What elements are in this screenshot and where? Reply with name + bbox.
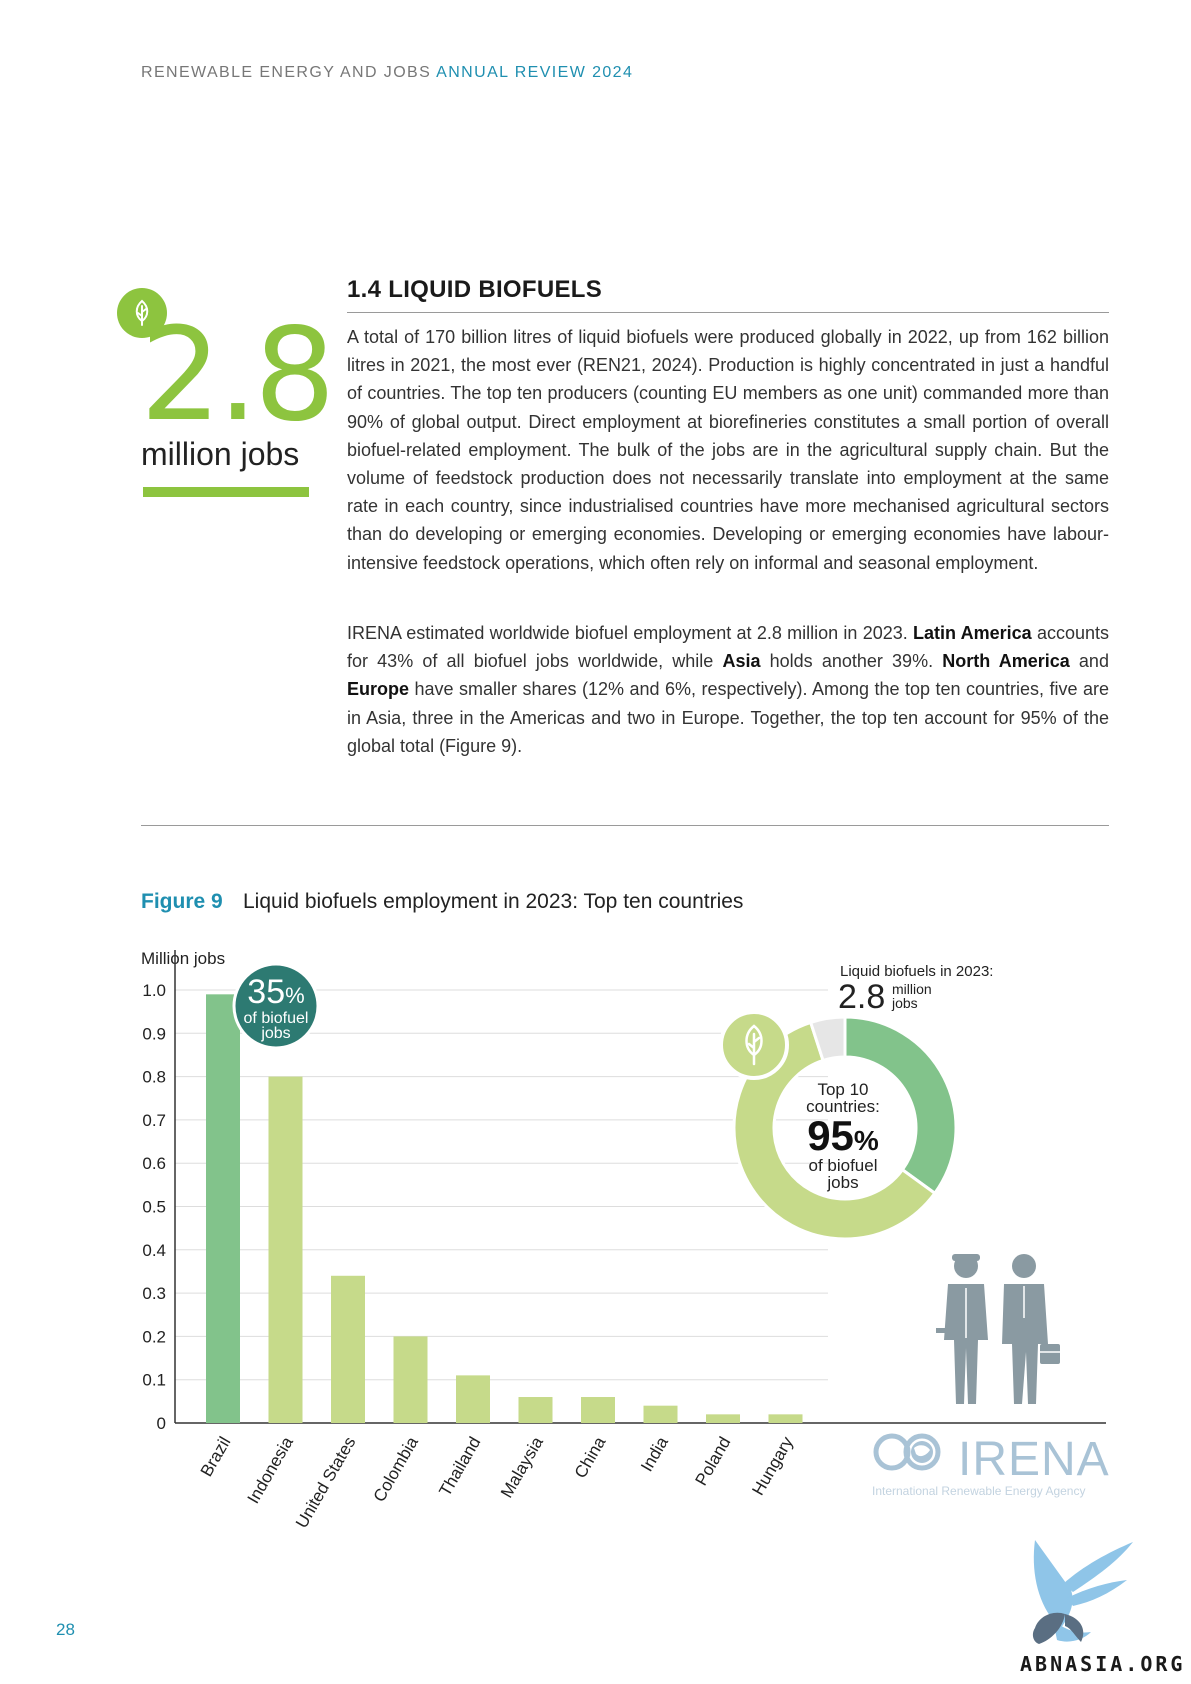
donut-slice-1 [732,1020,937,1241]
y-tick-label: 0.2 [142,1327,166,1346]
figure-title: Liquid biofuels employment in 2023: Top … [243,890,744,913]
x-tick-label: Indonesia [244,1433,298,1507]
donut-center-text: jobs [826,1173,858,1192]
bar-poland [706,1414,740,1423]
para2-text: accounts for 43% of all biofuel jobs wor… [347,623,1110,672]
para2-bold-europe: Europe [347,679,410,700]
running-title: RENEWABLE ENERGY AND JOBS [141,64,432,81]
para2-bold-latin-america: Latin America [913,623,1032,643]
y-tick-label: 0.7 [142,1111,166,1130]
bar-india [643,1405,678,1423]
y-tick-label: 0.3 [142,1284,166,1303]
para2-bold-asia: Asia [722,651,761,672]
bar-indonesia [268,1076,303,1423]
bar-united-states [331,1275,365,1423]
x-tick-label: United States [292,1434,359,1531]
bird-icon [1032,1540,1133,1644]
running-header: RENEWABLE ENERGY AND JOBS ANNUAL REVIEW … [141,64,633,82]
bar-hungary [768,1414,803,1423]
paragraph-1: A total of 170 billion litres of liquid … [347,327,1109,573]
x-tick-label: Hungary [748,1433,797,1499]
section-divider [347,312,1109,313]
bar-colombia [393,1336,428,1423]
running-title-accent: ANNUAL REVIEW 2024 [436,64,634,81]
bar-china [581,1397,615,1423]
y-tick-label: 0.8 [142,1068,166,1087]
share-annotation-text: jobs [260,1025,290,1042]
section-end-divider [141,825,1109,826]
section-title: 1.4 LIQUID BIOFUELS [347,276,603,303]
donut-center-text: of biofuel [809,1156,878,1175]
figure-label: Figure 9 [141,890,223,913]
irena-logo-tagline: International Renewable Energy Agency [872,1484,1086,1498]
donut-total-value: 2.8 [838,978,885,1016]
para2-text: holds another 39%. [760,651,943,672]
donut-center-value: 95% [807,1112,879,1159]
page-number: 28 [56,1620,75,1639]
donut-leaf-icon-vein [747,1032,761,1066]
x-tick-label: China [571,1433,610,1481]
share-annotation-bubble [232,962,320,1050]
y-tick-label: 0.6 [142,1154,166,1173]
share-annotation-value: 35% [247,973,304,1011]
x-tick-label: Thailand [435,1434,484,1500]
donut-center-text: countries: [806,1097,880,1116]
donut-total-caption: Liquid biofuels in 2023: [840,963,993,980]
y-tick-label: 0.5 [142,1198,166,1217]
para2-text: have smaller shares (12% and 6%, respect… [347,679,1109,756]
watermark-text: ABNASIA.ORG [1020,1652,1186,1676]
bar-malaysia [518,1397,553,1423]
leaf-icon [117,288,167,338]
bar-brazil [206,994,240,1423]
para2-text: and [1069,651,1109,672]
x-tick-label: Colombia [370,1433,423,1505]
y-tick-label: 0.9 [142,1024,166,1043]
y-tick-label: 1.0 [142,981,166,1000]
share-annotation-text: of biofuel [244,1010,309,1027]
x-tick-label: Poland [692,1434,735,1489]
donut-slice-0 [843,1015,958,1196]
x-tick-label: India [637,1433,672,1475]
x-tick-label: Brazil [197,1434,235,1480]
bar-thailand [456,1375,490,1423]
para2-text: IRENA estimated worldwide biofuel employ… [347,623,914,643]
highlight-number: 2.8 [140,301,336,450]
biofuel-employment-chart: Million jobs 0 0.1 0.2 0.3 0.4 0.5 0.6 0.7 0.8 0.9… [141,949,1106,1531]
x-tick-label: Malaysia [497,1433,547,1501]
y-tick-label: 0.1 [142,1371,166,1390]
para2-bold-north-america: North America [942,651,1070,672]
irena-logo [873,1433,941,1471]
y-tick-label: 0.4 [142,1241,166,1260]
donut-total-unit: jobs [891,995,918,1011]
highlight-rule [143,487,309,497]
irena-logo-name: IRENA [958,1433,1110,1486]
y-axis-label: Million jobs [141,949,225,968]
donut-center-text: Top 10 [817,1080,868,1099]
paragraph-2: IRENA estimated worldwide biofuel employ… [347,619,1109,760]
highlight-label: million jobs [141,436,300,472]
workers-icon [936,1254,1060,1404]
donut-total-unit: million [892,981,932,997]
donut-slice-2 [808,1015,847,1063]
y-tick-label: 0 [157,1414,166,1433]
